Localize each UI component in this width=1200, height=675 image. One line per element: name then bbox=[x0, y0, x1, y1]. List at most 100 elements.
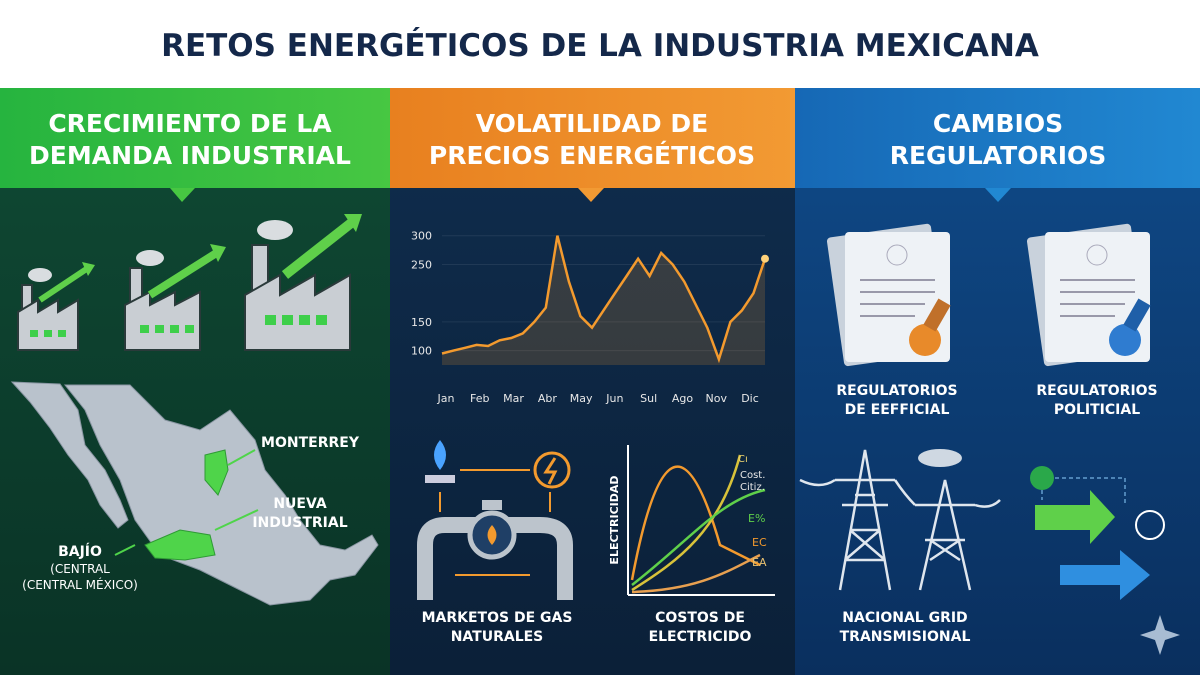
pipeline-icon bbox=[543, 457, 558, 485]
document-icons bbox=[1060, 279, 1135, 317]
icon-label: NATURALES bbox=[451, 629, 544, 645]
cost-chart bbox=[630, 465, 761, 581]
tower-icons bbox=[799, 449, 1001, 591]
factory-icons bbox=[282, 315, 293, 325]
factory-icons bbox=[299, 315, 310, 325]
x-tick-label: Feb bbox=[470, 392, 489, 405]
icon-label: TRANSMISIONAL bbox=[840, 629, 971, 645]
panel-heading: CAMBIOS bbox=[933, 109, 1063, 138]
map-label: BAJÍO bbox=[58, 543, 102, 560]
mexico-map bbox=[144, 529, 216, 561]
x-tick-label: Abr bbox=[538, 392, 558, 405]
pipeline-icon bbox=[417, 440, 573, 600]
factory-icons bbox=[30, 330, 38, 337]
pipeline-icon bbox=[482, 500, 502, 510]
policy-arrows bbox=[1135, 510, 1165, 540]
icon-label: MARKETOS DE GAS bbox=[422, 610, 573, 626]
x-tick-label: Nov bbox=[705, 392, 727, 405]
axis-label: ELECTRICIDAD bbox=[608, 475, 621, 564]
tower-icons bbox=[799, 478, 1001, 508]
backgrounds bbox=[390, 88, 795, 188]
y-tick-label: 300 bbox=[411, 230, 432, 243]
cost-chart bbox=[627, 445, 775, 596]
y-tick-label: 100 bbox=[411, 345, 432, 358]
x-tick-label: Ago bbox=[672, 392, 694, 405]
panel-heading: REGULATORIOS bbox=[890, 141, 1107, 170]
y-tick-label: 150 bbox=[411, 316, 432, 329]
document-icons bbox=[826, 223, 1151, 367]
panel-heading: DEMANDA INDUSTRIAL bbox=[29, 141, 351, 170]
factory-icons bbox=[147, 248, 221, 299]
document-icons bbox=[860, 279, 935, 317]
x-tick-label: May bbox=[570, 392, 593, 405]
factory-icons bbox=[44, 330, 52, 337]
price-area bbox=[442, 235, 765, 365]
policy-arrows bbox=[1030, 466, 1180, 655]
backgrounds bbox=[578, 188, 604, 202]
map-label: INDUSTRIAL bbox=[252, 515, 347, 531]
icon-label: DE EEFFICIAL bbox=[845, 402, 950, 418]
tower-icons bbox=[918, 449, 962, 467]
pipeline-icon bbox=[487, 525, 497, 545]
curve-label: Cost. bbox=[740, 470, 765, 481]
document-icons bbox=[886, 244, 908, 266]
backgrounds bbox=[0, 88, 390, 188]
curve-label: EA bbox=[752, 556, 767, 569]
map-label: NUEVA bbox=[273, 496, 327, 512]
policy-arrows bbox=[1140, 615, 1180, 655]
factory-icons bbox=[38, 265, 90, 303]
x-tick-label: Jun bbox=[605, 392, 623, 405]
price-chart: 300 250 150 100 Jan Feb Mar Abr May Jun Sul Ago Nov D… bbox=[411, 230, 769, 405]
icon-label: ELECTRICIDO bbox=[649, 629, 752, 645]
policy-arrows bbox=[1030, 466, 1054, 490]
pipeline-icon bbox=[425, 475, 455, 483]
document-icons bbox=[1086, 244, 1108, 266]
policy-arrows bbox=[1041, 477, 1126, 505]
factory-icons bbox=[124, 290, 201, 351]
icon-label: NACIONAL GRID bbox=[842, 610, 967, 626]
backgrounds bbox=[170, 188, 195, 202]
x-tick-label: Dic bbox=[741, 392, 759, 405]
factory-icons bbox=[265, 315, 276, 325]
factory-icons bbox=[170, 325, 179, 333]
icon-label: REGULATORIOS bbox=[1036, 383, 1157, 399]
curve-label: Cı bbox=[738, 454, 748, 465]
tower-icons bbox=[835, 449, 895, 591]
curve-label: Citiz. bbox=[740, 482, 765, 493]
policy-arrows bbox=[1060, 550, 1150, 600]
mexico-map bbox=[114, 449, 259, 556]
factory-icons bbox=[185, 325, 194, 333]
cost-chart bbox=[631, 553, 761, 594]
panel-heading: CRECIMIENTO DE LA bbox=[48, 109, 332, 138]
curve-label: E% bbox=[748, 512, 765, 525]
backgrounds bbox=[0, 0, 1200, 88]
icon-label: POLITICIAL bbox=[1054, 402, 1140, 418]
cost-chart bbox=[631, 488, 766, 586]
factory-icons bbox=[58, 330, 66, 337]
x-tick-label: Sul bbox=[640, 392, 657, 405]
icon-label: COSTOS DE bbox=[655, 610, 745, 626]
map-label: (CENTRAL bbox=[50, 562, 110, 576]
mexico-map bbox=[63, 384, 379, 606]
curve-label: EC bbox=[752, 536, 767, 549]
factory-icons bbox=[136, 250, 164, 266]
factory-icons bbox=[155, 325, 164, 333]
icon-label: REGULATORIOS bbox=[836, 383, 957, 399]
factory-icons bbox=[257, 220, 293, 240]
factory-icons bbox=[244, 273, 351, 351]
factory-icons bbox=[316, 315, 327, 325]
cost-chart bbox=[631, 454, 742, 592]
factory-icons bbox=[140, 325, 149, 333]
factory-icons bbox=[17, 214, 362, 351]
pipeline-icon bbox=[434, 440, 446, 470]
pipeline-icon bbox=[533, 451, 571, 489]
factory-icons bbox=[17, 298, 79, 351]
document-icons bbox=[909, 324, 941, 356]
panel-heading: PRECIOS ENERGÉTICOS bbox=[429, 141, 755, 170]
panel-heading: VOLATILIDAD DE bbox=[476, 109, 708, 138]
document-icons bbox=[1109, 324, 1141, 356]
factory-icons bbox=[28, 268, 52, 282]
page-title: RETOS ENERGÉTICOS DE LA INDUSTRIA MEXICA… bbox=[161, 28, 1039, 64]
